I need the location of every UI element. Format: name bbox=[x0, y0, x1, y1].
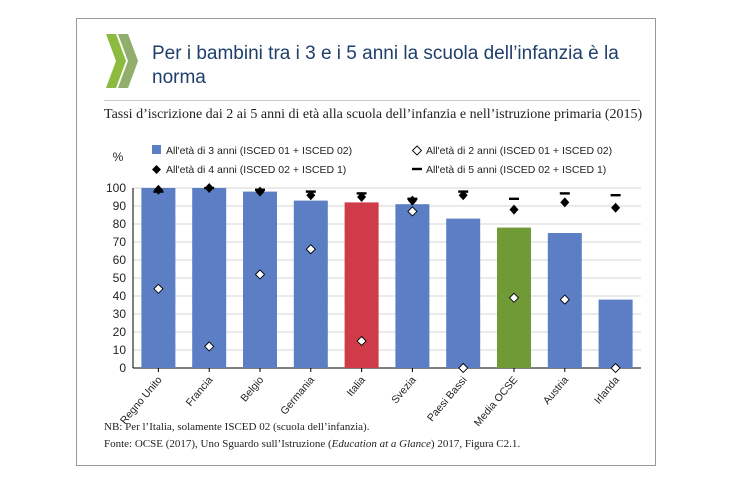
x-tick-label-irlanda: Irlanda bbox=[592, 374, 622, 406]
y-tick-label: 40 bbox=[113, 289, 127, 303]
y-tick-label: 60 bbox=[113, 253, 127, 267]
bar-svezia bbox=[395, 204, 430, 368]
source-suffix: ) 2017, Figura C2.1. bbox=[430, 438, 521, 450]
marker-2-anni-paesi-bassi bbox=[458, 362, 469, 374]
x-tick-label-germania: Germania bbox=[278, 374, 317, 417]
marker-4-anni-italia bbox=[357, 192, 367, 202]
bar-paesi-bassi bbox=[446, 218, 481, 368]
page-title: Per i bambini tra i 3 e i 5 anni la scuo… bbox=[152, 43, 619, 88]
marker-2-anni-irlanda bbox=[610, 362, 621, 374]
y-tick-label: 20 bbox=[113, 325, 127, 339]
marker-4-anni-francia bbox=[204, 183, 214, 193]
bar-germania bbox=[293, 200, 328, 368]
legend-marker-2-anni bbox=[411, 145, 423, 156]
chart-title: Tassi d’iscrizione dai 2 ai 5 anni di et… bbox=[104, 107, 643, 122]
legend-label-2-anni: All'età di 2 anni (ISCED 01 + ISCED 02) bbox=[426, 145, 612, 157]
marker-4-anni-belgio bbox=[255, 186, 265, 197]
bar-belgio bbox=[243, 191, 277, 368]
x-tick-label-paesi-bassi: Paesi Bassi bbox=[425, 374, 469, 424]
x-tick-label-svezia: Svezia bbox=[389, 374, 419, 406]
marker-2-anni-svezia bbox=[407, 206, 418, 217]
x-tick-label-italia: Italia bbox=[344, 374, 368, 399]
marker-4-anni-irlanda bbox=[611, 202, 621, 213]
y-tick-label: 100 bbox=[106, 181, 126, 195]
legend-label-5-anni: All'età di 5 anni (ISCED 02 + ISCED 1) bbox=[426, 164, 606, 176]
bar-irlanda bbox=[598, 299, 633, 368]
bar-regno-unito bbox=[141, 188, 176, 368]
marker-2-anni-germania bbox=[305, 244, 316, 255]
footnote: NB: Per l’Italia, solamente ISCED 02 (sc… bbox=[104, 421, 370, 433]
oecd-chevrons-icon bbox=[106, 34, 138, 88]
x-tick-label-francia: Francia bbox=[184, 374, 216, 409]
legend-label-3-anni: All'età di 3 anni (ISCED 01 + ISCED 02) bbox=[166, 145, 352, 157]
marker-2-anni-media-ocse bbox=[508, 292, 520, 303]
marker-4-anni-austria bbox=[560, 197, 570, 208]
source-note: Fonte: OCSE (2017), Uno Sguardo sull’Ist… bbox=[104, 438, 520, 450]
source-prefix: Fonte: OCSE (2017), Uno Sguardo sull’Ist… bbox=[104, 438, 332, 450]
marker-2-anni-austria bbox=[559, 294, 570, 305]
x-tick-label-media-ocse: Media OCSE bbox=[472, 374, 521, 429]
x-tick-label-austria: Austria bbox=[541, 374, 571, 407]
title-divider bbox=[104, 100, 640, 101]
y-tick-label: 0 bbox=[119, 361, 126, 375]
legend-swatch-3-anni bbox=[152, 145, 161, 154]
marker-2-anni-francia bbox=[204, 341, 215, 352]
y-tick-label: 70 bbox=[113, 235, 127, 249]
y-tick-label: 30 bbox=[113, 307, 127, 321]
x-tick-label-belgio: Belgio bbox=[238, 374, 266, 404]
y-tick-label: 50 bbox=[113, 271, 127, 285]
legend-label-4-anni: All'età di 4 anni (ISCED 02 + ISCED 1) bbox=[166, 164, 346, 176]
y-tick-label: 80 bbox=[113, 217, 127, 231]
y-axis-unit: % bbox=[113, 150, 124, 164]
marker-4-anni-germania bbox=[306, 190, 316, 201]
y-tick-label: 90 bbox=[113, 199, 127, 213]
bar-francia bbox=[192, 188, 227, 368]
source-italic: Education at a Glance bbox=[331, 438, 431, 450]
legend-marker-4-anni bbox=[152, 165, 161, 174]
marker-4-anni-svezia bbox=[407, 195, 417, 206]
y-tick-label: 10 bbox=[113, 343, 127, 357]
marker-4-anni-paesi-bassi bbox=[458, 190, 468, 201]
marker-4-anni-media-ocse bbox=[509, 204, 519, 215]
marker-2-anni-italia bbox=[356, 335, 367, 347]
marker-2-anni-belgio bbox=[254, 269, 266, 280]
marker-2-anni-regno-unito bbox=[153, 283, 164, 294]
x-tick-label-regno-unito: Regno Unito bbox=[118, 374, 165, 427]
marker-4-anni-regno-unito bbox=[153, 184, 163, 195]
